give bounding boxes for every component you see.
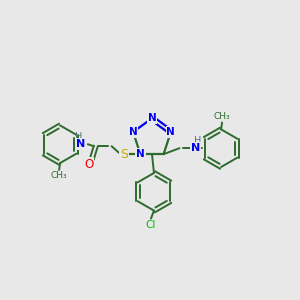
Text: Cl: Cl <box>146 220 156 230</box>
Text: N: N <box>129 127 137 137</box>
Text: H: H <box>75 132 82 142</box>
Text: H: H <box>194 136 201 146</box>
Text: CH₃: CH₃ <box>51 171 68 180</box>
Text: N: N <box>167 127 175 137</box>
Text: S: S <box>121 148 128 160</box>
Text: N: N <box>191 143 200 153</box>
Text: N: N <box>136 149 145 159</box>
Text: CH₃: CH₃ <box>214 112 230 121</box>
Text: O: O <box>84 158 93 170</box>
Text: N: N <box>76 139 86 149</box>
Text: N: N <box>148 113 156 123</box>
